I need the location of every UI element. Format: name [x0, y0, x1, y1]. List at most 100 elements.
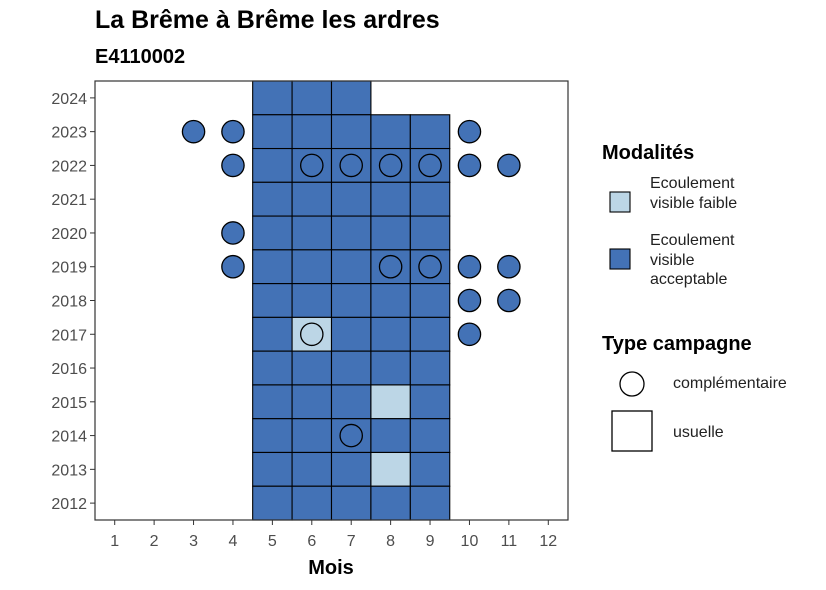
x-tick-label-12: 12: [539, 533, 557, 550]
usuelle-cell-2019-7: [330, 249, 372, 285]
usuelle-cell-2023-5: [252, 114, 293, 150]
complementaire-point-2019-8: [378, 254, 403, 279]
usuelle-cell-2014-9: [409, 418, 451, 454]
legend-title-modalites: Modalités: [602, 142, 695, 164]
usuelle-cell-2012-8: [370, 485, 411, 521]
complementaire-point-2018-10: [457, 288, 482, 313]
x-tick-label-10: 10: [461, 533, 479, 550]
usuelle-cell-2013-8: [370, 451, 411, 487]
complementaire-point-2022-11: [497, 153, 521, 178]
x-tick-label-3: 3: [189, 533, 198, 550]
legend-label-acceptable: Ecoulement visible acceptable: [650, 232, 735, 288]
legend-key-faible: [609, 191, 631, 213]
usuelle-cell-2024-7: [330, 80, 372, 116]
y-tick-label-2017: 2017: [51, 327, 87, 344]
chart-title: La Brême à Brême les ardres: [95, 6, 440, 34]
complementaire-point-2023-3: [181, 119, 206, 144]
usuelle-cell-2017-7: [330, 316, 372, 352]
usuelle-cell-2023-6: [291, 114, 333, 150]
legend-label-complementaire: complémentaire: [673, 375, 787, 392]
usuelle-cell-2016-9: [409, 350, 451, 386]
x-tick-label-1: 1: [110, 533, 119, 550]
usuelle-cell-2020-8: [370, 215, 411, 251]
usuelle-cell-2017-9: [409, 316, 451, 352]
usuelle-cell-2014-6: [291, 418, 333, 454]
usuelle-cell-2014-5: [252, 418, 293, 454]
axes: 2012 2013 2014 2015 2016 2017 2018 2019 2020 2021…: [51, 91, 557, 550]
usuelle-cell-2016-6: [291, 350, 333, 386]
usuelle-cell-2018-7: [330, 283, 372, 318]
chart-subtitle: E4110002: [95, 46, 186, 68]
y-tick-label-2016: 2016: [51, 361, 87, 378]
usuelle-cell-2015-6: [291, 384, 333, 420]
complementaire-point-2017-6: [299, 322, 324, 347]
usuelle-cell-2012-7: [330, 485, 372, 521]
x-tick-label-7: 7: [347, 533, 356, 550]
usuelle-cell-2021-9: [409, 181, 451, 217]
complementaire-point-2023-10: [457, 119, 482, 144]
y-tick-label-2024: 2024: [51, 91, 87, 108]
y-tick-label-2013: 2013: [51, 462, 87, 479]
usuelle-cell-2024-6: [291, 80, 333, 116]
usuelle-cell-2023-8: [370, 114, 411, 150]
complementaire-point-2023-4: [221, 119, 245, 144]
x-tick-label-11: 11: [501, 533, 518, 550]
complementaire-point-2022-9: [418, 153, 442, 178]
usuelle-cell-2015-7: [330, 384, 372, 420]
y-tick-label-2019: 2019: [51, 260, 87, 277]
usuelle-cell-2013-6: [291, 451, 333, 487]
x-tick-label-4: 4: [229, 533, 238, 550]
y-tick-label-2015: 2015: [51, 395, 87, 412]
usuelle-cell-2014-8: [370, 418, 411, 454]
complementaire-point-2020-4: [221, 221, 245, 245]
complementaire-point-2018-11: [497, 288, 521, 313]
complementaire-point-2019-4: [221, 254, 245, 279]
usuelle-cell-2012-5: [252, 485, 293, 521]
y-tick-label-2021: 2021: [51, 192, 87, 209]
complementaire-point-2017-10: [457, 322, 482, 347]
usuelle-cell-2013-9: [409, 451, 451, 487]
legend-label-faible: Ecoulement visible faible: [650, 175, 738, 212]
usuelle-cell-2015-5: [252, 384, 293, 420]
legend-key-acceptable: [609, 248, 631, 270]
usuelle-cell-2021-5: [252, 181, 293, 217]
complementaire-point-2022-6: [299, 153, 324, 178]
y-tick-label-2018: 2018: [51, 294, 87, 311]
usuelle-cell-2021-7: [330, 181, 372, 217]
usuelle-cell-2015-9: [409, 384, 451, 420]
usuelle-cell-2016-8: [370, 350, 411, 386]
usuelle-cell-2021-8: [370, 181, 411, 217]
usuelle-cell-2020-6: [291, 215, 333, 251]
usuelle-cell-2018-9: [409, 283, 451, 318]
complementaire-point-2019-9: [418, 254, 442, 279]
usuelle-cell-2019-5: [252, 249, 293, 285]
x-tick-label-8: 8: [386, 533, 395, 550]
x-tick-label-6: 6: [307, 533, 316, 550]
complementaire-point-2022-8: [378, 153, 403, 178]
y-tick-label-2014: 2014: [51, 429, 87, 446]
usuelle-cell-2018-5: [252, 283, 293, 318]
usuelle-cell-2013-5: [252, 451, 293, 487]
complementaire-point-2019-11: [497, 254, 521, 279]
x-tick-label-9: 9: [426, 533, 435, 550]
usuelle-cell-2017-5: [252, 316, 293, 352]
usuelle-cell-2018-6: [291, 283, 333, 318]
y-tick-label-2020: 2020: [51, 226, 87, 243]
usuelle-cell-2015-8: [370, 384, 411, 420]
usuelle-cell-2022-5: [252, 147, 293, 183]
usuelle-cell-2016-5: [252, 350, 293, 386]
usuelle-cell-2018-8: [370, 283, 411, 318]
legend-label-usuelle: usuelle: [673, 424, 724, 441]
complementaire-point-2019-10: [457, 254, 482, 279]
complementaire-point-2022-4: [221, 153, 245, 178]
usuelle-cell-2024-5: [252, 80, 293, 116]
x-tick-label-2: 2: [150, 533, 159, 550]
usuelle-cell-2023-7: [330, 114, 372, 150]
usuelle-cell-2021-6: [291, 181, 333, 217]
usuelle-cell-2023-9: [409, 114, 451, 150]
plot-marks: [181, 80, 521, 521]
usuelle-cell-2016-7: [330, 350, 372, 386]
y-tick-label-2022: 2022: [51, 158, 87, 175]
x-axis-title: Mois: [308, 557, 354, 579]
